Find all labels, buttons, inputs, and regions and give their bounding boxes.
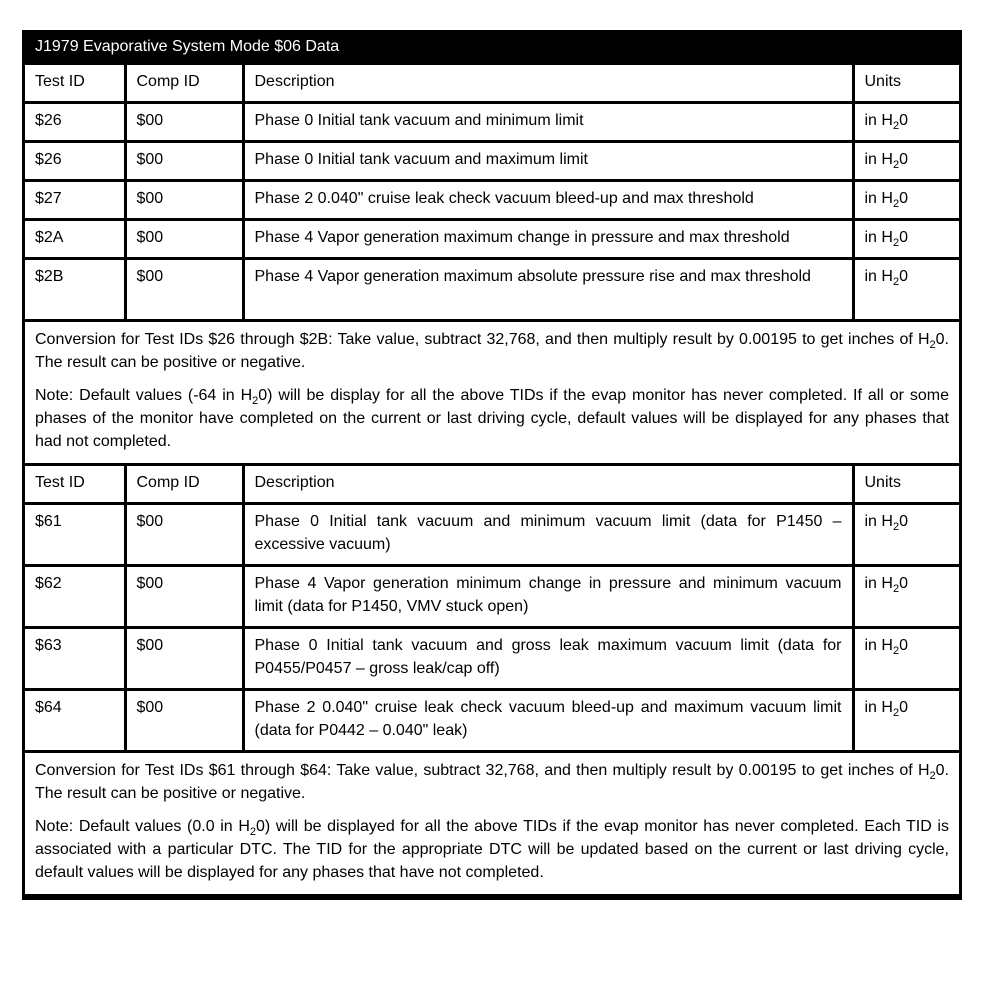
comp-id-cell: $00 (123, 257, 245, 322)
description-cell: Phase 4 Vapor generation maximum absolut… (241, 257, 855, 322)
header-test-id: Test ID (25, 65, 127, 104)
header-comp-id: Comp ID (123, 65, 245, 104)
description-cell: Phase 4 Vapor generation maximum change … (241, 218, 855, 260)
units-cell: in H20 (851, 218, 959, 260)
header-test-id: Test ID (25, 463, 127, 505)
test-id-cell: $26 (25, 140, 127, 182)
comp-id-cell: $00 (123, 101, 245, 143)
units-cell: in H20 (851, 179, 959, 221)
units-cell: in H20 (851, 257, 959, 322)
header-units: Units (851, 463, 959, 505)
description-cell: Phase 2 0.040" cruise leak check vacuum … (241, 688, 855, 753)
test-id-cell: $64 (25, 688, 127, 753)
header-description: Description (241, 65, 855, 104)
table-row: $61 $00 Phase 0 Initial tank vacuum and … (25, 502, 959, 567)
comp-id-cell: $00 (123, 688, 245, 753)
test-id-cell: $61 (25, 502, 127, 567)
comp-id-cell: $00 (123, 564, 245, 629)
header-description: Description (241, 463, 855, 505)
default-note-text: Note: Default values (0.0 in H20) will b… (35, 818, 949, 881)
description-cell: Phase 0 Initial tank vacuum and gross le… (241, 626, 855, 691)
comp-id-cell: $00 (123, 626, 245, 691)
units-cell: in H20 (851, 626, 959, 691)
table-row: $63 $00 Phase 0 Initial tank vacuum and … (25, 626, 959, 691)
test-id-cell: $26 (25, 101, 127, 143)
notes-row: Conversion for Test IDs $26 through $2B:… (25, 319, 959, 466)
conversion-text: Conversion for Test IDs $61 through $64:… (35, 762, 949, 802)
header-row: Test ID Comp ID Description Units (25, 65, 959, 104)
table-row: $27 $00 Phase 2 0.040" cruise leak check… (25, 179, 959, 221)
table-row: $62 $00 Phase 4 Vapor generation minimum… (25, 564, 959, 629)
header-row: Test ID Comp ID Description Units (25, 463, 959, 505)
table-row: $2A $00 Phase 4 Vapor generation maximum… (25, 218, 959, 260)
description-cell: Phase 0 Initial tank vacuum and minimum … (241, 101, 855, 143)
table-row: $26 $00 Phase 0 Initial tank vacuum and … (25, 101, 959, 143)
comp-id-cell: $00 (123, 179, 245, 221)
units-cell: in H20 (851, 101, 959, 143)
mode06-table: J1979 Evaporative System Mode $06 Data T… (22, 30, 962, 900)
notes-cell: Conversion for Test IDs $26 through $2B:… (25, 319, 959, 466)
test-id-cell: $2A (25, 218, 127, 260)
table-title: J1979 Evaporative System Mode $06 Data (25, 33, 959, 65)
header-units: Units (851, 65, 959, 104)
description-cell: Phase 0 Initial tank vacuum and minimum … (241, 502, 855, 567)
test-id-cell: $2B (25, 257, 127, 322)
conversion-text: Conversion for Test IDs $26 through $2B:… (35, 331, 949, 371)
test-id-cell: $27 (25, 179, 127, 221)
units-cell: in H20 (851, 688, 959, 753)
default-note-text: Note: Default values (-64 in H20) will b… (35, 387, 949, 450)
data-table: Test ID Comp ID Description Units $26 $00 Ph… (25, 65, 959, 897)
description-cell: Phase 4 Vapor generation minimum change … (241, 564, 855, 629)
units-cell: in H20 (851, 140, 959, 182)
notes-row: Conversion for Test IDs $61 through $64:… (25, 750, 959, 897)
description-cell: Phase 2 0.040" cruise leak check vacuum … (241, 179, 855, 221)
units-cell: in H20 (851, 502, 959, 567)
units-cell: in H20 (851, 564, 959, 629)
header-comp-id: Comp ID (123, 463, 245, 505)
table-row: $2B $00 Phase 4 Vapor generation maximum… (25, 257, 959, 322)
comp-id-cell: $00 (123, 502, 245, 567)
test-id-cell: $63 (25, 626, 127, 691)
table-row: $64 $00 Phase 2 0.040" cruise leak check… (25, 688, 959, 753)
test-id-cell: $62 (25, 564, 127, 629)
comp-id-cell: $00 (123, 218, 245, 260)
comp-id-cell: $00 (123, 140, 245, 182)
description-cell: Phase 0 Initial tank vacuum and maximum … (241, 140, 855, 182)
notes-cell: Conversion for Test IDs $61 through $64:… (25, 750, 959, 897)
table-row: $26 $00 Phase 0 Initial tank vacuum and … (25, 140, 959, 182)
